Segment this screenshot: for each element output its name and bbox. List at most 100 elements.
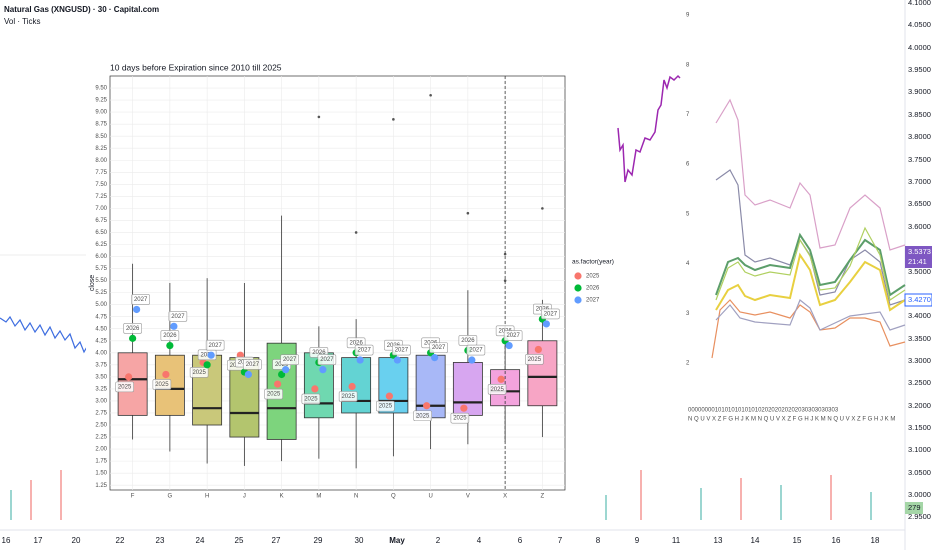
price-label: 3.1500: [908, 423, 931, 432]
point: [468, 356, 476, 364]
point-label: 2025: [118, 384, 132, 390]
y-tick-label: 7.25: [95, 194, 107, 200]
box: [527, 340, 558, 407]
time-label: 23: [156, 536, 165, 545]
point-label: 2027: [544, 311, 558, 317]
time-label: 20: [72, 536, 81, 545]
point-label: 2027: [208, 343, 222, 349]
y-axis-label: close: [89, 275, 96, 291]
point-label: 2025: [453, 416, 467, 422]
price-tag-text: 21:41: [908, 257, 927, 266]
symbol: Natural Gas (XNGUSD) · 30 · Capital.com: [4, 5, 159, 14]
point-label-box: [541, 308, 560, 320]
point-label: 2026: [312, 350, 326, 356]
time-label: 18: [871, 536, 880, 545]
time-label: 6: [518, 536, 523, 545]
point-label-box: [115, 381, 134, 393]
time-label: 11: [672, 536, 681, 545]
price-label: 3.1000: [908, 445, 931, 454]
price-label: 3.5000: [908, 267, 931, 276]
box: [341, 357, 372, 414]
y-tick-label: 4.00: [95, 350, 107, 356]
y-tick-label: 1.50: [95, 471, 107, 477]
time-label: 9: [635, 536, 640, 545]
point: [166, 341, 174, 350]
y-tick-label: 9.50: [95, 86, 107, 92]
inset-lines: [711, 98, 906, 359]
point-label: 2026: [126, 326, 140, 332]
price-label: 3.3500: [908, 334, 931, 343]
price-label: 3.0000: [908, 490, 931, 499]
y-tick-label: 7.50: [95, 182, 107, 188]
price-label: 3.6000: [908, 222, 931, 231]
legend-key: [574, 284, 582, 292]
y-tick-label: 4.25: [95, 338, 107, 344]
outlier: [429, 93, 432, 97]
point-label: 2025: [416, 413, 430, 419]
point-label-box: [338, 391, 358, 402]
point-label: 2027: [246, 362, 260, 368]
y-tick-label: 2.75: [95, 411, 107, 417]
point: [385, 392, 393, 400]
time-label: 4: [477, 536, 482, 545]
point-label: 2025: [490, 387, 504, 393]
time-label: 29: [314, 536, 323, 545]
point: [207, 351, 215, 359]
point-label: 2025: [192, 370, 206, 376]
inset-y-label: 4: [686, 261, 690, 267]
price-tag: [905, 246, 932, 268]
point: [542, 320, 550, 328]
y-tick-label: 2.25: [95, 435, 107, 441]
price-line-right: [617, 74, 681, 183]
point-label-box: [392, 344, 411, 356]
y-tick-label: 3.25: [95, 386, 107, 392]
time-label: 2: [436, 536, 441, 545]
point-label: 2025: [267, 392, 281, 398]
point: [278, 370, 286, 379]
volume-bars: [10, 470, 872, 520]
point: [356, 356, 364, 364]
outlier: [503, 252, 507, 256]
inset-y-label: 3: [686, 311, 690, 317]
inset-y-label: 5: [686, 211, 690, 217]
point-label-box: [301, 393, 321, 405]
x-tick-label: F: [131, 494, 135, 500]
inset-y-label: 8: [686, 62, 690, 68]
point: [393, 356, 401, 364]
y-tick-label: 9.00: [95, 110, 107, 116]
point-label-box: [413, 410, 432, 422]
point-label: 2026: [349, 340, 363, 346]
point-label-box: [168, 311, 188, 322]
y-tick-label: 1.75: [95, 459, 107, 465]
x-tick-label: Z: [541, 494, 545, 500]
x-tick-label: Q: [391, 494, 396, 500]
outlier: [541, 207, 544, 210]
x-tick-label: J: [243, 494, 246, 500]
y-tick-label: 6.25: [95, 242, 107, 248]
price-label: 3.8500: [908, 110, 931, 119]
point-label-box: [503, 330, 523, 341]
point-label-box: [487, 383, 507, 395]
time-label: 13: [714, 536, 723, 545]
time-label: 25: [235, 536, 244, 545]
y-tick-label: 7.00: [95, 206, 107, 212]
point: [497, 375, 505, 383]
point-label-box: [131, 294, 150, 305]
time-label: 16: [832, 536, 841, 545]
legend-title: as.factor(year): [572, 259, 614, 266]
point-label: 2025: [341, 394, 355, 400]
price-label: 4.0000: [908, 43, 931, 52]
point: [282, 366, 290, 374]
price-label: 3.6500: [908, 199, 931, 208]
price-label: 2.9500: [908, 512, 931, 521]
time-label: 8: [596, 536, 601, 545]
y-tick-label: 9.25: [95, 98, 107, 104]
point: [431, 354, 439, 362]
point: [348, 382, 356, 391]
point-label-box: [429, 342, 448, 353]
point-label: 2027: [171, 314, 185, 320]
inset-y-label: 9: [686, 13, 690, 19]
time-label: 7: [558, 536, 563, 545]
legend-label: 2026: [586, 286, 600, 292]
legend-key: [574, 296, 582, 304]
